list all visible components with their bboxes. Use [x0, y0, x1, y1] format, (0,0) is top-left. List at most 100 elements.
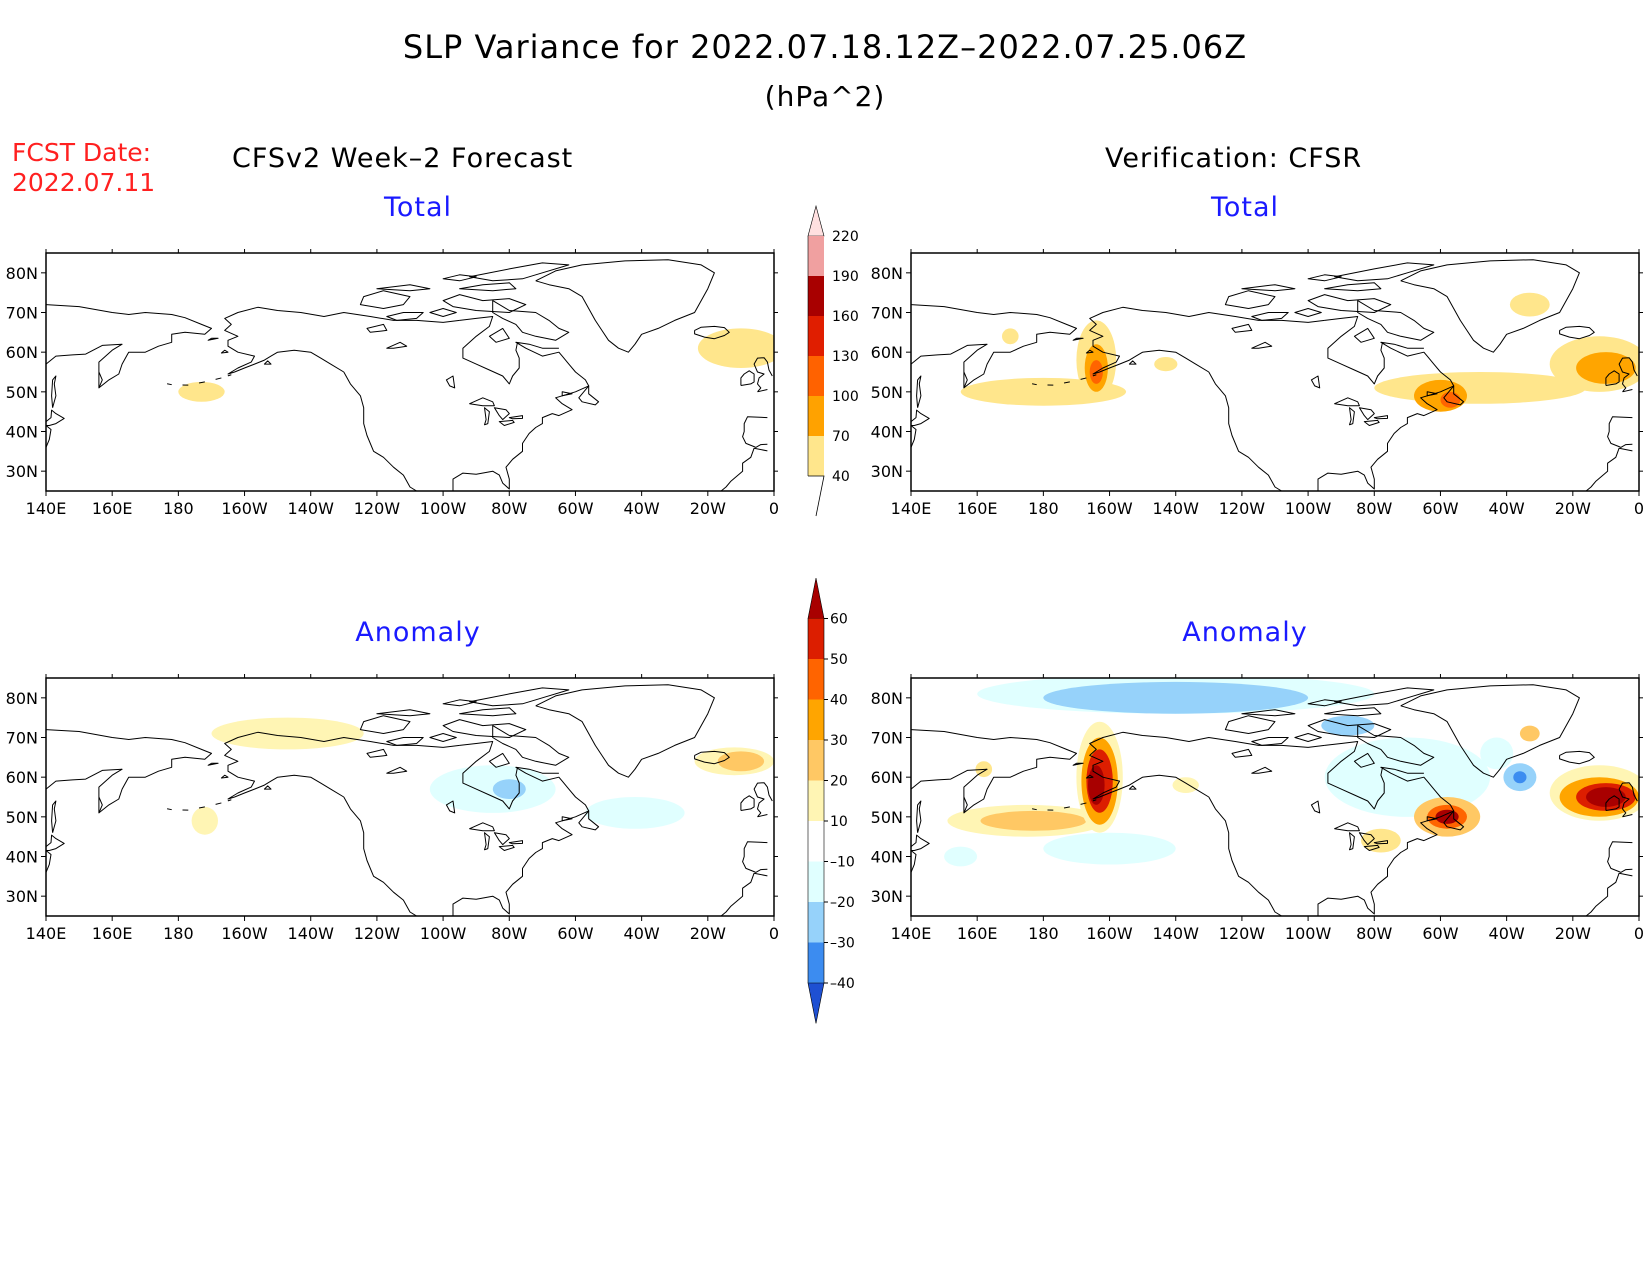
- lon-tick-label: 160E: [92, 499, 133, 518]
- lat-tick-label: 60N: [871, 768, 903, 787]
- coastline-island: [1426, 816, 1438, 822]
- colorbar-label: 160: [832, 309, 859, 325]
- coastline-island: [1324, 707, 1382, 717]
- lon-tick-label: 160W: [1086, 499, 1133, 518]
- lat-tick-label: 80N: [871, 264, 903, 283]
- shading-region-pos1: [191, 806, 218, 835]
- colorbar-swatch: [808, 356, 824, 396]
- coastline-lake: [1363, 419, 1380, 426]
- colorbar-label: –40: [830, 976, 855, 992]
- coastline-lake: [386, 341, 408, 349]
- coastline-island: [386, 312, 424, 321]
- forecast-total-map: 140E 160E 180 160W 140W 120W 100W 80W 60W 40W 20W 0…: [6, 249, 779, 518]
- coastline-lake: [1231, 748, 1253, 758]
- coastlines: [911, 259, 1638, 491]
- coastline-island: [442, 274, 477, 282]
- coastline-island: [469, 262, 570, 282]
- coastline-island: [1224, 715, 1276, 734]
- lon-tick-label: 160W: [221, 924, 268, 943]
- coastline-island: [263, 785, 272, 790]
- coastline-island: [1334, 687, 1435, 707]
- lon-tick-label: 120W: [1219, 499, 1266, 518]
- lat-tick-label: 50N: [871, 383, 903, 402]
- map-frame: [45, 252, 775, 492]
- coastline-island: [561, 391, 573, 397]
- shading-region-pos3: [717, 751, 765, 772]
- lon-tick-label: 20W: [1555, 499, 1591, 518]
- coastline-sakhalin: [916, 375, 922, 408]
- coastline-island: [492, 300, 570, 341]
- coastline-island: [220, 349, 229, 354]
- coastline-island: [1072, 337, 1084, 341]
- lon-tick-label: 100W: [420, 924, 467, 943]
- coastline-island: [1357, 725, 1435, 766]
- coastline-siberia: [46, 729, 212, 814]
- lon-tick-label: 140E: [26, 924, 67, 943]
- lon-tick-label: 160E: [92, 924, 133, 943]
- lat-tick-label: 70N: [6, 729, 38, 748]
- coastline-aleutian: [215, 377, 222, 380]
- lon-tick-label: 120W: [354, 499, 401, 518]
- coastline-lake: [386, 766, 408, 774]
- lon-tick-label: 20W: [690, 924, 726, 943]
- coastline-hudson: [1324, 741, 1385, 810]
- coastline-lake: [484, 407, 490, 426]
- coastline-eastcoast: [1317, 341, 1455, 491]
- coastline-island: [1128, 785, 1137, 790]
- coastline-lake: [1334, 822, 1360, 832]
- coastline-lake: [1358, 407, 1375, 421]
- coastline-aleutian: [1063, 381, 1070, 384]
- lon-tick-label: 120W: [1219, 924, 1266, 943]
- lat-tick-label: 60N: [6, 768, 38, 787]
- coastline-aleutian: [215, 802, 222, 805]
- coastline-island: [386, 737, 424, 746]
- coastline-britain: [1618, 782, 1638, 818]
- colorbar-swatch: [808, 902, 824, 943]
- coastline-lake: [1363, 844, 1380, 851]
- coastline-lake: [366, 748, 388, 758]
- coastline-aleutian: [1092, 799, 1097, 802]
- figure-title: SLP Variance for 2022.07.18.12Z–2022.07.…: [402, 28, 1248, 66]
- lat-tick-label: 30N: [6, 462, 38, 481]
- forecast-column-heading: CFSv2 Week–2 Forecast: [232, 143, 574, 174]
- coastline-lake: [469, 397, 495, 407]
- shading-region-neg1: [585, 797, 685, 829]
- coastline-britain: [1618, 357, 1638, 393]
- coastline-lake: [1251, 766, 1273, 774]
- colorbar-swatch: [808, 316, 824, 356]
- coastline-island: [488, 327, 510, 343]
- coastline-africa: [720, 872, 768, 916]
- coastline-island: [376, 709, 431, 717]
- colorbar-swatch: [808, 780, 824, 821]
- colorbar-label: 30: [830, 733, 848, 749]
- coastline-japan: [46, 834, 65, 873]
- coastline-lake: [493, 832, 510, 846]
- forecast-total-title: Total: [383, 192, 453, 223]
- lon-tick-label: 160W: [1086, 924, 1133, 943]
- shading-region-pos7: [1088, 765, 1105, 805]
- coastline-aleutian: [1092, 374, 1097, 377]
- colorbar-label: 130: [832, 349, 859, 365]
- coastline-lake: [484, 832, 490, 851]
- map-background: [911, 678, 1639, 916]
- coastline-ireland: [740, 795, 755, 811]
- coastline-lake: [1310, 375, 1321, 389]
- colorbar-label: –20: [830, 895, 855, 911]
- coastline-westcoast: [1208, 371, 1282, 491]
- coastline-sakhalin: [51, 800, 57, 833]
- coastline-eastcoast: [452, 766, 590, 916]
- coastline-kamchatka_west: [963, 371, 968, 389]
- coastline-island: [1426, 391, 1438, 397]
- coastline-greenland: [1400, 259, 1580, 353]
- lat-tick-label: 30N: [871, 887, 903, 906]
- lat-tick-label: 70N: [871, 729, 903, 748]
- coastlines: [911, 684, 1638, 916]
- lon-tick-label: 180: [163, 924, 194, 943]
- coastline-alaska: [1089, 731, 1325, 800]
- colorbar-swatch: [808, 276, 824, 316]
- coastline-island: [429, 733, 457, 742]
- coastline-island: [1307, 719, 1392, 738]
- colorbar-label: 20: [830, 774, 848, 790]
- lat-tick-label: 80N: [6, 689, 38, 708]
- coastline-island: [359, 715, 411, 734]
